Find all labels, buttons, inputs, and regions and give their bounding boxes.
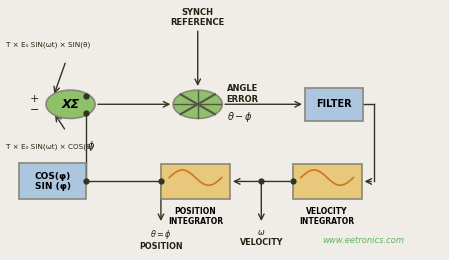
Text: SYNCH
REFERENCE: SYNCH REFERENCE (171, 8, 225, 27)
Circle shape (173, 90, 222, 118)
Text: COS(φ)
SIN (φ): COS(φ) SIN (φ) (35, 172, 71, 191)
FancyBboxPatch shape (305, 88, 363, 121)
Text: FILTER: FILTER (316, 99, 352, 109)
Text: www.eetronics.com: www.eetronics.com (323, 236, 405, 245)
Text: +: + (30, 94, 40, 104)
Text: $\phi$: $\phi$ (87, 139, 95, 153)
FancyBboxPatch shape (161, 164, 230, 199)
FancyBboxPatch shape (19, 164, 86, 199)
Text: ANGLE
ERROR: ANGLE ERROR (227, 84, 259, 104)
Text: $\omega$
VELOCITY: $\omega$ VELOCITY (240, 228, 283, 247)
Text: XΣ: XΣ (62, 98, 79, 111)
Circle shape (46, 90, 95, 118)
Text: $\theta = \phi$
POSITION: $\theta = \phi$ POSITION (139, 228, 183, 251)
Text: $\theta - \phi$: $\theta - \phi$ (227, 110, 253, 124)
Text: POSITION
INTEGRATOR: POSITION INTEGRATOR (168, 206, 223, 226)
FancyBboxPatch shape (293, 164, 362, 199)
Text: −: − (30, 105, 40, 115)
Text: T × E₀ SIN(ωt) × SIN(θ): T × E₀ SIN(ωt) × SIN(θ) (6, 42, 90, 48)
Text: T × E₀ SIN(ωt) × COS(θ): T × E₀ SIN(ωt) × COS(θ) (6, 144, 93, 150)
Text: VELOCITY
INTEGRATOR: VELOCITY INTEGRATOR (299, 206, 355, 226)
